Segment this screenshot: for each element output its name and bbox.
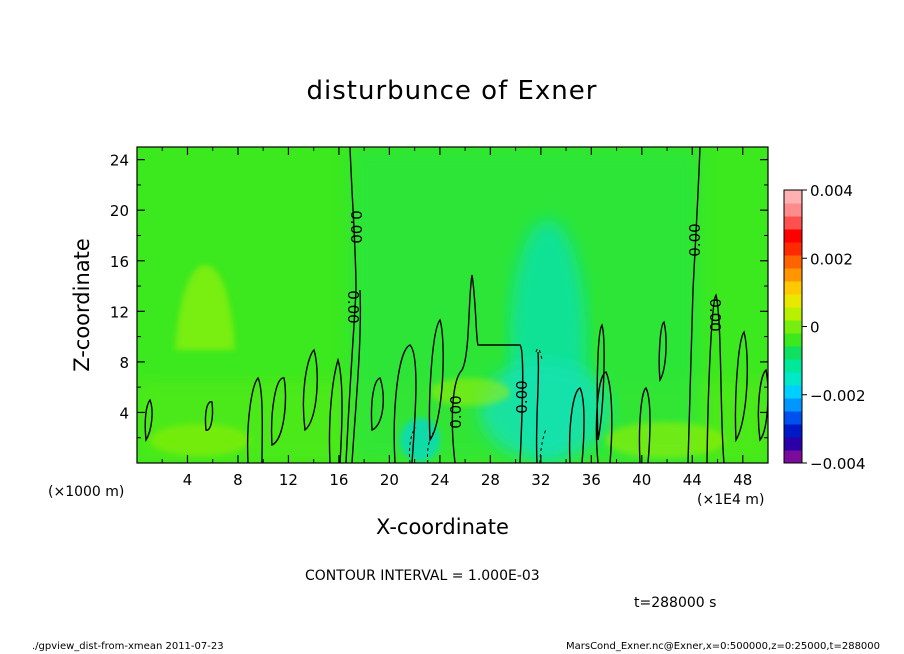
y-axis-ticks: 4 8 12 16 20 24 — [110, 152, 768, 439]
contour-negative-2 — [427, 431, 435, 463]
colorbar-swatch — [784, 450, 802, 464]
contour-blob-3 — [246, 376, 264, 463]
contour-blob-6 — [328, 357, 343, 463]
contour-lines — [144, 147, 768, 463]
contour-zero-right-loop — [706, 293, 725, 463]
y-tick-label: 24 — [110, 152, 129, 170]
contour-blob-4 — [270, 377, 287, 447]
contour-interval-label: CONTOUR INTERVAL = 1.000E-03 — [305, 568, 540, 584]
x-tick-label: 24 — [430, 471, 449, 489]
contour-blob-10 — [568, 387, 585, 463]
x-axis-title: X-coordinate — [376, 515, 509, 539]
contour-blob-14 — [658, 320, 667, 383]
x-tick-label: 4 — [183, 471, 193, 489]
colorbar-swatch — [784, 190, 802, 204]
contour-zero-left — [345, 147, 357, 463]
colorbar-swatch — [784, 281, 802, 295]
colorbar-swatch — [784, 255, 802, 269]
colorbar-swatch — [784, 242, 802, 256]
colorbar-swatch — [784, 294, 802, 308]
x-unit-label: (×1E4 m) — [697, 492, 765, 508]
footer-script-label: ./gpview_dist-from-xmean 2011-07-23 — [32, 641, 224, 652]
field-yellow-patch-2 — [430, 378, 510, 406]
y-unit-label: (×1000 m) — [48, 484, 125, 500]
contour-blob-7 — [370, 377, 384, 432]
time-label: t=288000 s — [634, 595, 717, 611]
footer-file-label: MarsCond_Exner.nc@Exner,x=0:500000,z=0:2… — [566, 641, 881, 652]
heatmap-field — [137, 147, 768, 463]
colorbar-swatch — [784, 398, 802, 412]
colorbar-tick-label: 0.004 — [810, 182, 853, 200]
y-tick-label: 16 — [110, 253, 129, 271]
negative-contours — [409, 348, 547, 463]
colorbar-swatch — [784, 359, 802, 373]
contour-label-5: 0.00 — [513, 380, 531, 413]
colorbar-tick-label: −0.004 — [810, 455, 866, 473]
y-tick-label: 20 — [110, 202, 129, 220]
colorbar-swatch — [784, 203, 802, 217]
contour-blob-15 — [734, 330, 748, 443]
field-yellow-patch-3 — [150, 424, 250, 456]
y-tick-label: 4 — [119, 404, 129, 422]
contour-blob-16 — [757, 368, 768, 442]
contour-zero-plume — [535, 351, 540, 463]
chart-title: disturbunce of Exner — [306, 76, 598, 106]
y-tick-label: 8 — [119, 354, 129, 372]
y-axis-title: Z-coordinate — [70, 238, 94, 372]
colorbar-swatch — [784, 216, 802, 230]
contour-zero-left-inner — [351, 289, 362, 463]
field-positive-anomaly — [175, 265, 235, 350]
colorbar-tick-label: −0.002 — [810, 387, 866, 405]
colorbar-swatch — [784, 424, 802, 438]
colorbar-tick-label: 0.002 — [810, 250, 853, 268]
contour-blob-13 — [638, 387, 651, 463]
contour-zero-mid-shelf — [451, 274, 524, 463]
contour-blob-12 — [596, 323, 605, 441]
contour-blob-9 — [428, 318, 444, 443]
colorbar-swatch — [784, 307, 802, 321]
colorbar-swatch — [784, 411, 802, 425]
colorbar-swatch — [784, 346, 802, 360]
x-tick-label: 48 — [733, 471, 752, 489]
field-cyan-foot — [400, 418, 440, 462]
x-tick-label: 28 — [481, 471, 500, 489]
contour-zero-right — [687, 147, 701, 463]
contour-blob-8 — [393, 344, 417, 463]
colorbar-swatch — [784, 372, 802, 386]
x-axis-ticks: 4 8 12 16 20 24 28 32 36 40 44 48 — [161, 147, 752, 489]
colorbar-tick-label: 0 — [810, 319, 820, 337]
colorbar-swatch — [784, 437, 802, 451]
y-tick-label: 12 — [110, 303, 129, 321]
x-tick-label: 36 — [582, 471, 601, 489]
colorbar: 0.004 0.002 0 −0.002 −0.004 — [783, 182, 866, 473]
colorbar-swatch — [784, 320, 802, 334]
contour-blob-5 — [302, 348, 318, 432]
colorbar-swatch — [784, 268, 802, 282]
contour-blob-11 — [595, 371, 613, 463]
contour-label-3: 0.00 — [706, 298, 724, 331]
contour-label-6: 0.00 — [686, 223, 704, 256]
contour-blob-1 — [144, 398, 153, 443]
colorbar-swatch — [784, 333, 802, 347]
x-tick-label: 16 — [329, 471, 348, 489]
x-tick-label: 12 — [279, 471, 298, 489]
x-tick-label: 20 — [380, 471, 399, 489]
contour-negative-3 — [539, 429, 547, 463]
contour-label-1: 0.00 — [347, 210, 365, 243]
x-tick-label: 32 — [531, 471, 550, 489]
contour-label-4: 0.00 — [447, 395, 465, 428]
field-yellow-patch-1 — [605, 422, 725, 458]
contour-label-2: 0.00 — [344, 290, 362, 323]
colorbar-swatch — [784, 229, 802, 243]
x-tick-label: 44 — [683, 471, 702, 489]
contour-negative-4 — [535, 348, 543, 361]
field-negative-core — [480, 360, 610, 460]
x-tick-label: 40 — [632, 471, 651, 489]
plot-frame — [136, 146, 769, 464]
contour-blob-2 — [204, 401, 214, 431]
x-tick-label: 8 — [233, 471, 243, 489]
contour-labels: 0.00 0.00 0.00 0.00 0.00 0.00 — [344, 210, 724, 428]
colorbar-swatch — [784, 385, 802, 399]
